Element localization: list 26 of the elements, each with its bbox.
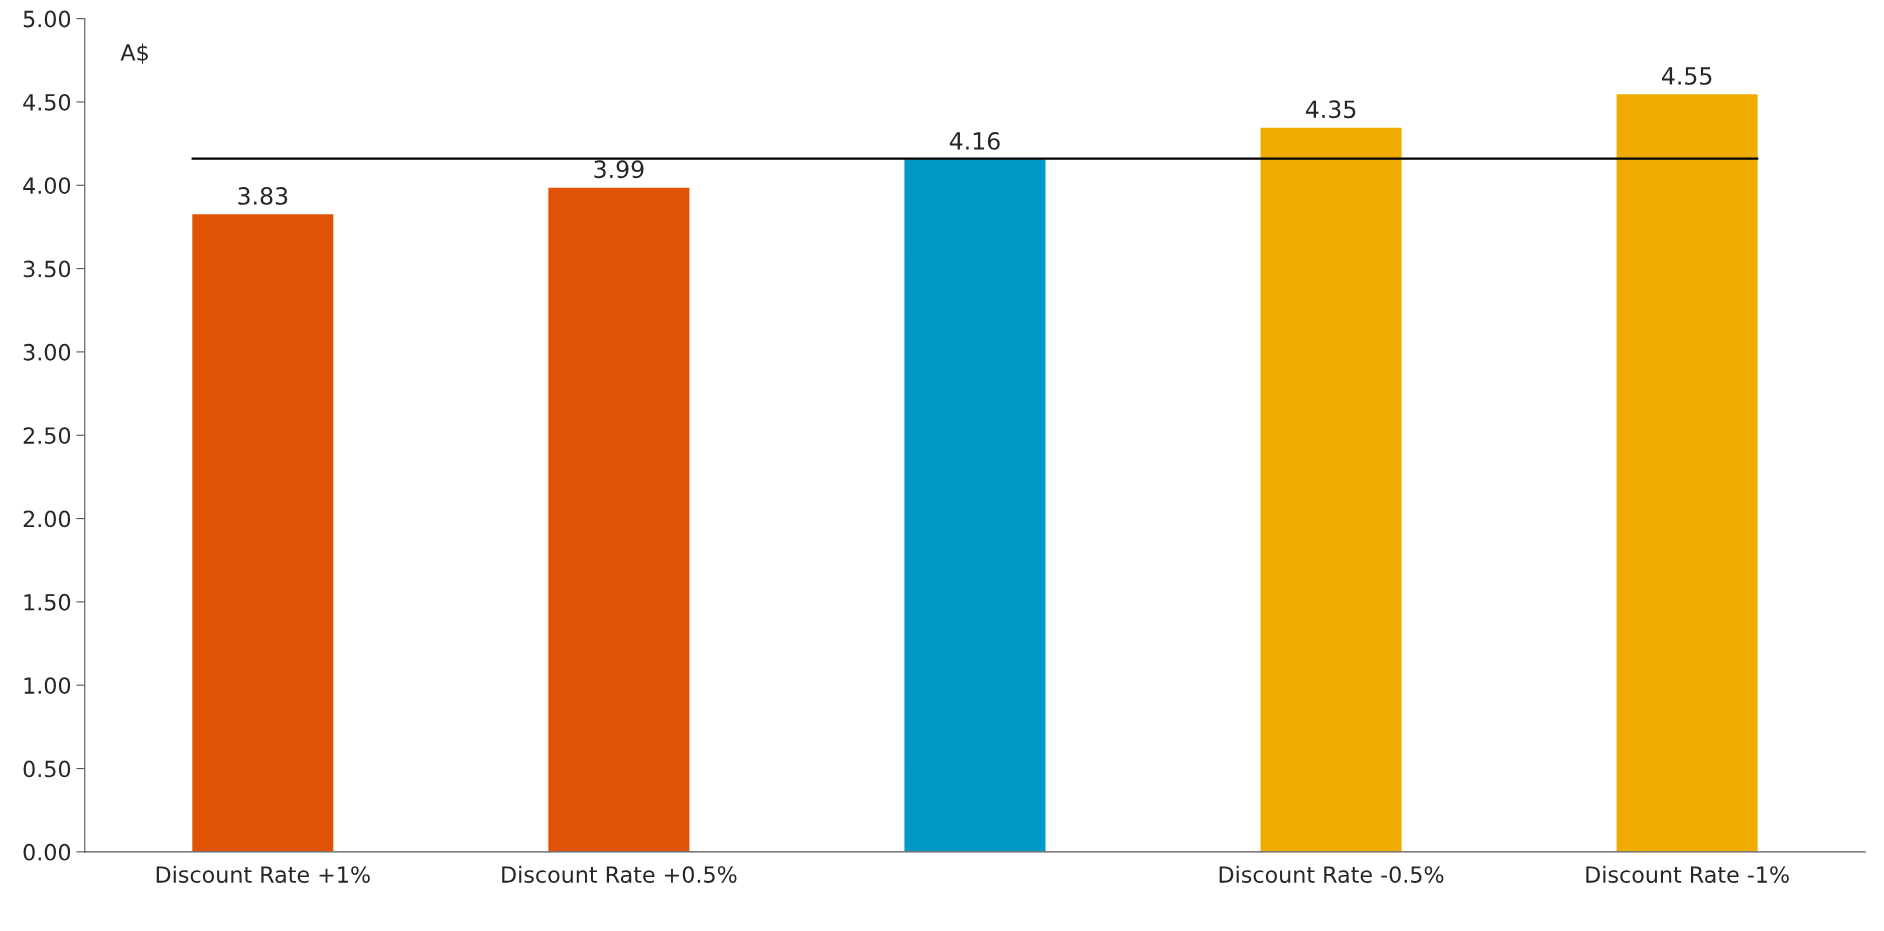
bar [1615,92,1760,852]
data-label: 4.55 [1661,67,1712,85]
y-tick-label: 5.00 [23,10,71,28]
y-tick-label: 1.50 [24,593,71,611]
bar [903,157,1047,852]
y-tick-label: 0.00 [23,843,71,861]
y-tick-label: 2.00 [23,510,71,528]
bar [1259,126,1403,852]
data-label: 3.99 [594,160,644,179]
data-label: 4.16 [949,132,1000,150]
x-tick-label: Discount Rate -0.5% [1219,865,1444,883]
y-tick-label: 4.00 [23,177,71,195]
y-tick-label: 0.50 [23,760,71,778]
y-axis-title: A$ [120,43,148,64]
y-tick-label: 3.50 [23,260,71,278]
y-tick-label: 2.50 [23,427,71,444]
bar [546,186,691,852]
x-tick-label: Discount Rate +1% [156,865,370,883]
y-tick-label: 4.50 [23,93,71,111]
bar [190,212,335,852]
y-tick-label: 3.00 [23,343,71,361]
y-tick-label: 1.00 [24,677,71,694]
x-tick-label: Discount Rate +0.5% [502,865,737,883]
x-tick-label: Discount Rate -1% [1586,865,1789,883]
data-label: 3.83 [238,187,288,205]
data-label: 4.35 [1305,100,1356,119]
